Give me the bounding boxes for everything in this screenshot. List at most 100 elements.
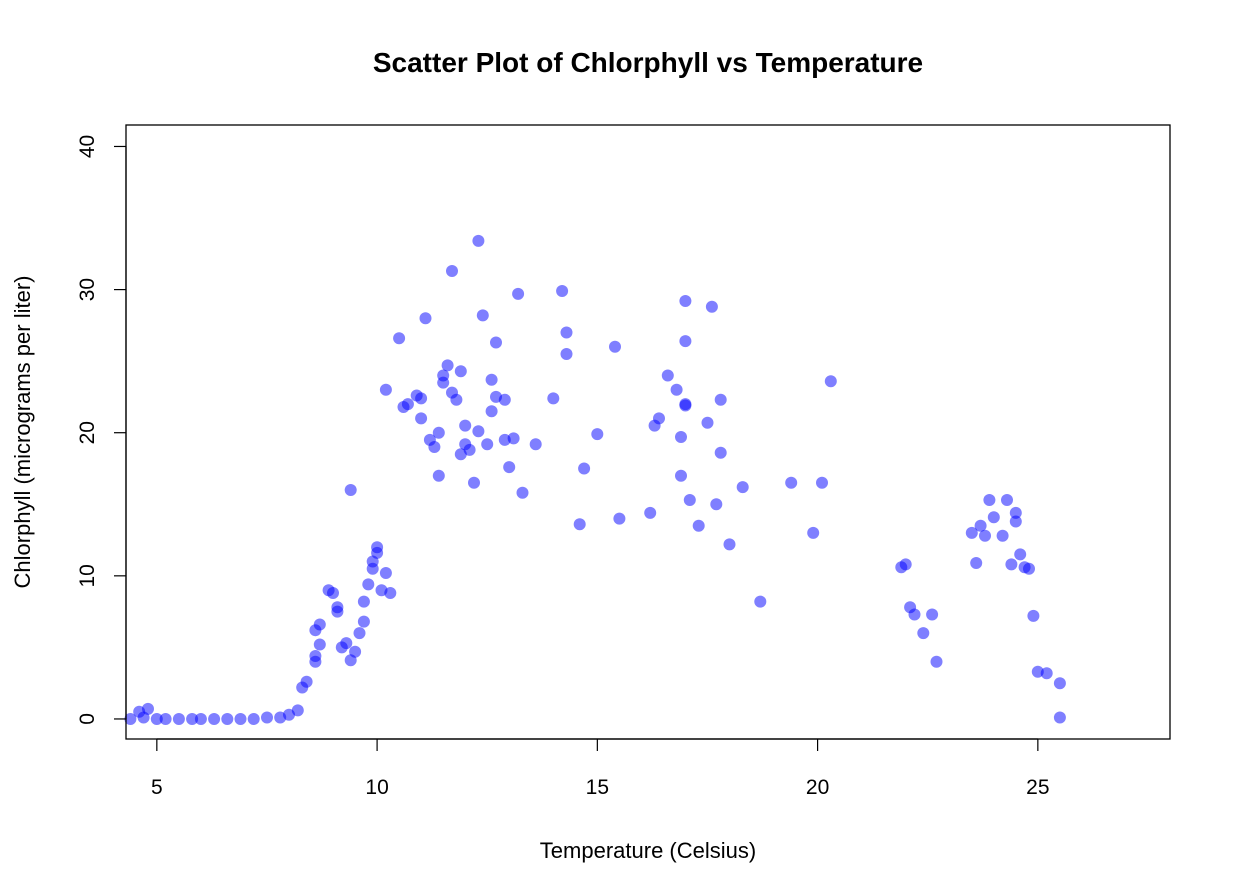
data-point — [899, 558, 912, 571]
data-point — [1009, 506, 1022, 519]
data-point — [705, 300, 718, 313]
data-point — [1023, 562, 1035, 575]
data-point — [353, 627, 366, 640]
x-tick-label: 25 — [1026, 776, 1049, 799]
data-point — [512, 287, 525, 300]
data-point — [1053, 677, 1066, 690]
x-tick-label: 10 — [365, 776, 388, 799]
data-point — [463, 443, 476, 456]
data-point — [1005, 558, 1018, 571]
data-point — [996, 529, 1009, 542]
data-point — [485, 405, 498, 418]
data-point — [560, 348, 573, 360]
data-point — [785, 476, 798, 489]
data-point — [926, 608, 939, 621]
data-point — [816, 476, 828, 489]
y-tick-label: 0 — [76, 713, 99, 725]
data-point — [908, 608, 921, 621]
data-point — [807, 526, 820, 539]
data-point — [723, 538, 736, 551]
data-point — [974, 519, 987, 532]
data-point — [1014, 548, 1027, 561]
x-tick-label: 15 — [586, 776, 609, 799]
y-tick-label: 10 — [76, 564, 99, 587]
data-point — [357, 595, 370, 608]
y-axis-label: Chlorphyll (micrograms per liter) — [10, 276, 35, 589]
data-point — [428, 441, 441, 453]
data-point — [714, 446, 727, 459]
data-point — [446, 265, 458, 277]
data-point — [362, 578, 375, 591]
data-point — [547, 392, 560, 405]
data-point — [675, 431, 687, 443]
data-point — [384, 587, 397, 599]
data-point — [1027, 609, 1040, 622]
data-point — [415, 392, 428, 405]
data-point — [824, 375, 837, 388]
x-tick-label: 5 — [151, 776, 163, 799]
data-point — [450, 393, 463, 406]
data-point — [261, 711, 273, 724]
data-point — [234, 713, 247, 725]
data-point — [983, 494, 996, 506]
data-point — [490, 336, 502, 349]
data-point — [714, 393, 727, 406]
data-point — [441, 359, 454, 372]
data-point — [291, 704, 304, 717]
data-point — [675, 469, 687, 482]
data-point — [987, 511, 1000, 524]
data-point — [472, 425, 485, 438]
data-point — [432, 469, 445, 482]
data-point — [476, 309, 489, 322]
y-tick-label: 30 — [76, 278, 99, 301]
data-point — [150, 713, 163, 725]
data-point — [1001, 494, 1013, 506]
data-point — [172, 713, 185, 725]
data-point — [481, 438, 494, 451]
data-point — [379, 567, 392, 579]
data-point — [591, 428, 604, 441]
data-point — [965, 526, 978, 539]
data-point — [498, 393, 511, 406]
data-point — [468, 476, 480, 489]
chart-title: Scatter Plot of Chlorphyll vs Temperatur… — [373, 47, 923, 78]
data-point — [573, 518, 586, 531]
points-layer — [124, 234, 1066, 725]
data-point — [1040, 667, 1053, 680]
data-point — [349, 645, 362, 658]
data-point — [683, 494, 696, 506]
data-point — [917, 627, 930, 640]
data-point — [613, 512, 626, 525]
data-point — [653, 412, 665, 425]
data-point — [208, 713, 221, 725]
data-point — [327, 587, 339, 599]
data-point — [930, 655, 943, 668]
data-point — [979, 529, 991, 542]
data-point — [560, 326, 573, 339]
data-point — [1009, 515, 1022, 528]
data-point — [357, 615, 370, 628]
x-tick-label: 20 — [806, 776, 829, 799]
y-tick-label: 40 — [76, 135, 99, 158]
data-point — [432, 426, 445, 439]
data-point — [472, 234, 485, 247]
data-point — [419, 312, 432, 325]
data-point — [371, 541, 384, 554]
data-point — [331, 605, 344, 618]
data-point — [379, 383, 392, 396]
data-point — [754, 595, 767, 608]
data-point — [159, 713, 172, 725]
data-point — [393, 332, 406, 345]
data-point — [661, 369, 674, 382]
data-point — [459, 419, 472, 432]
y-axis-ticks: 0 10 20 30 40 — [76, 135, 126, 725]
data-point — [186, 713, 199, 725]
data-point — [503, 461, 516, 474]
data-point — [344, 484, 357, 496]
data-point — [529, 438, 542, 451]
data-point — [300, 675, 313, 688]
data-point — [340, 637, 353, 650]
y-tick-label: 20 — [76, 421, 99, 444]
data-point — [644, 506, 657, 519]
data-point — [679, 295, 692, 307]
